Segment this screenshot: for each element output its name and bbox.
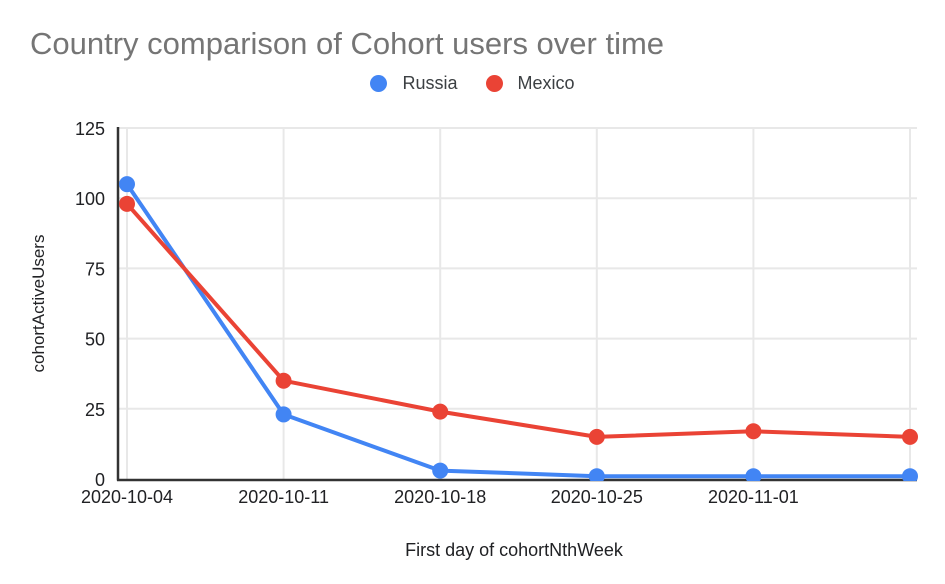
x-axis-title: First day of cohortNthWeek <box>405 540 624 560</box>
data-point-russia-4 <box>745 468 762 481</box>
legend-dot-russia-icon <box>370 75 388 92</box>
legend-label-mexico: Mexico <box>517 73 575 93</box>
y-tick-label: 100 <box>75 189 105 209</box>
data-point-russia-5 <box>902 468 918 481</box>
x-tick-label: 2020-10-25 <box>551 487 643 507</box>
data-point-mexico-1 <box>275 372 292 389</box>
data-point-mexico-3 <box>588 428 605 445</box>
x-tick-label: 2020-10-18 <box>394 487 486 507</box>
x-tick-label: 2020-10-04 <box>81 487 173 507</box>
y-tick-label: 25 <box>85 400 105 420</box>
y-tick-label: 0 <box>95 470 105 490</box>
series-line-mexico <box>125 201 912 439</box>
data-point-mexico-2 <box>432 403 449 420</box>
legend-label-russia: Russia <box>402 73 458 93</box>
series-line-russia <box>125 182 912 479</box>
chart-title: Country comparison of Cohort users over … <box>30 26 665 61</box>
data-point-mexico-0 <box>119 195 135 212</box>
legend-item-mexico[interactable]: Mexico <box>485 73 575 94</box>
x-tick-label: 2020-11-01 <box>708 487 799 507</box>
y-tick-label: 50 <box>85 330 105 350</box>
x-tick-label: 2020-10-11 <box>238 487 329 507</box>
y-axis-title: cohortActiveUsers <box>29 235 48 373</box>
y-tick-label: 125 <box>75 119 105 139</box>
legend: Russia Mexico <box>0 73 945 94</box>
legend-item-russia[interactable]: Russia <box>370 73 458 94</box>
data-point-russia-0 <box>119 176 135 193</box>
data-point-mexico-5 <box>902 428 918 445</box>
data-point-russia-2 <box>432 462 449 479</box>
data-point-russia-3 <box>588 468 605 481</box>
data-point-mexico-4 <box>745 423 762 440</box>
data-point-russia-1 <box>275 406 292 423</box>
y-tick-label: 75 <box>85 259 105 279</box>
legend-dot-mexico-icon <box>485 75 503 92</box>
